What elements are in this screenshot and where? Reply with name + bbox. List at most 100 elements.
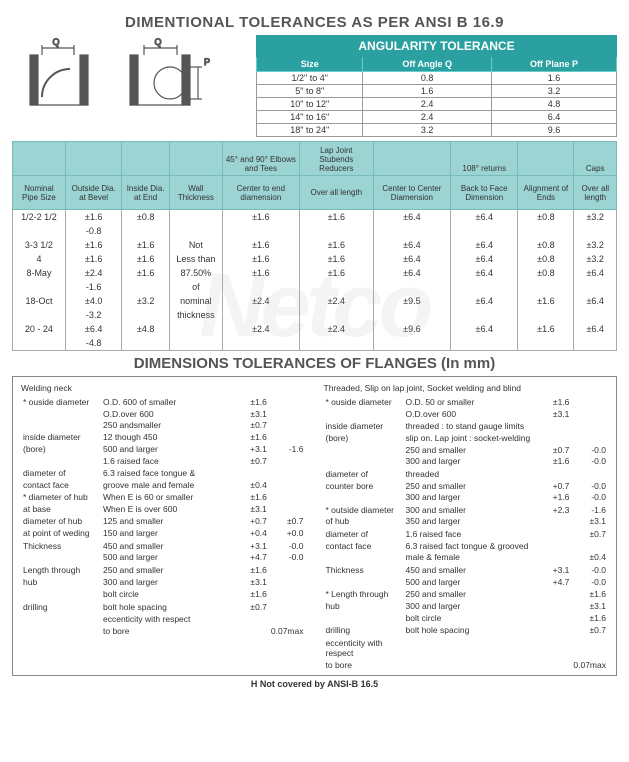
flange-cell: bolt hole spacing — [101, 601, 233, 613]
main-cell: ±1.6 — [65, 210, 121, 225]
flange-cell: 250 andsmaller — [101, 420, 233, 432]
flange-cell: ±3.1 — [535, 408, 571, 420]
main-header: Outside Dia. at Bevel — [65, 176, 121, 210]
flange-cell: bolt hole spacing — [404, 625, 536, 637]
main-cell — [222, 336, 299, 351]
flange-cell: slip on. Lap joint : socket-welding — [404, 433, 536, 445]
flange-cell — [233, 614, 269, 626]
main-cell — [518, 336, 574, 351]
flange-cell — [269, 492, 306, 504]
main-cell: ±1.6 — [518, 294, 574, 308]
main-cell — [574, 336, 617, 351]
flange-cell: 450 and smaller — [101, 540, 233, 552]
flange-cell — [571, 408, 608, 420]
main-cell — [518, 308, 574, 322]
flange-cell: -0.0 — [269, 540, 306, 552]
flange-cell: ±1.6 — [535, 397, 571, 409]
flange-cell — [571, 637, 608, 659]
flange-cell: -0.0 — [571, 480, 608, 492]
flange-cell — [21, 420, 101, 432]
main-cell: 87.50% — [169, 266, 222, 280]
flange-cell: ±3.1 — [233, 408, 269, 420]
flange-title: DIMENSIONS TOLERANCES OF FLANGES (In mm) — [12, 355, 617, 372]
main-cell: 4 — [13, 252, 66, 266]
main-cell: ±0.8 — [518, 238, 574, 252]
flange-cell: diameter of hub — [21, 516, 101, 528]
flange-cell: 250 and smaller — [101, 564, 233, 576]
flange-cell: of hub — [324, 516, 404, 528]
flange-cell: Thickness — [324, 564, 404, 576]
flange-right-col: Threaded, Slip on lap joint, Socket weld… — [324, 383, 609, 671]
main-cell — [299, 308, 373, 322]
flange-cell: ±1.6 — [535, 456, 571, 468]
flange-cell — [269, 420, 306, 432]
flange-cell: to bore — [101, 626, 233, 638]
main-cell — [373, 336, 450, 351]
flange-cell — [233, 467, 269, 479]
flange-cell: +4.7 — [233, 552, 269, 564]
ang-cell: 1.6 — [363, 85, 491, 98]
flange-cell: +0.0 — [269, 528, 306, 540]
flange-cell: (bore) — [21, 443, 101, 455]
flange-cell — [535, 468, 571, 480]
tolerance-diagram: Q Q P — [12, 35, 242, 115]
flange-left-col: Welding neck * ouside diameterO.D. 600 o… — [21, 383, 306, 671]
flange-cell — [535, 529, 571, 541]
main-cell — [13, 280, 66, 294]
flange-left-title: Welding neck — [21, 383, 306, 394]
flange-cell — [269, 408, 306, 420]
flange-cell: 300 and larger — [404, 456, 536, 468]
flange-cell: hub — [324, 600, 404, 612]
flange-cell: ±0.7 — [269, 516, 306, 528]
ang-hdr-size: Size — [257, 57, 363, 72]
flange-cell: 150 and larger — [101, 528, 233, 540]
ang-cell: 2.4 — [363, 111, 491, 124]
flange-cell — [535, 552, 571, 564]
flange-cell: +3.1 — [233, 540, 269, 552]
flange-cell — [535, 540, 571, 552]
flange-cell — [535, 659, 571, 671]
main-cell: ±6.4 — [574, 266, 617, 280]
flange-cell: ±1.6 — [233, 564, 269, 576]
flange-cell: inside diameter — [21, 432, 101, 444]
main-group — [518, 142, 574, 176]
flange-cell — [21, 408, 101, 420]
main-cell — [169, 322, 222, 336]
flange-cell: When E is over 600 — [101, 503, 233, 515]
main-cell: nominal — [169, 294, 222, 308]
flange-cell: 6.3 raised fact tongue & grooved — [404, 540, 536, 552]
main-cell: ±6.4 — [373, 266, 450, 280]
main-cell — [222, 308, 299, 322]
flange-cell: * Length through — [324, 589, 404, 601]
flange-cell — [21, 456, 101, 468]
flange-cell: 300 and larger — [404, 492, 536, 504]
main-cell — [13, 224, 66, 238]
ang-cell: 5" to 8" — [257, 85, 363, 98]
flange-cell: 350 and larger — [404, 516, 536, 528]
main-cell: -4.8 — [65, 336, 121, 351]
flange-cell — [269, 576, 306, 588]
flange-cell: O.D.over 600 — [101, 408, 233, 420]
flange-cell: Length through — [21, 564, 101, 576]
main-cell: ±3.2 — [122, 294, 170, 308]
flange-cell — [535, 637, 571, 659]
top-row: Q Q P ANGULARITY TOLERANCE Size Off Angl… — [12, 35, 617, 137]
main-cell — [451, 224, 518, 238]
ang-cell: 9.6 — [491, 124, 616, 137]
flange-cell: -0.0 — [571, 456, 608, 468]
main-cell: ±9.6 — [373, 322, 450, 336]
flange-cell: ±3.1 — [233, 576, 269, 588]
flange-cell — [324, 444, 404, 456]
flange-cell: ±1.6 — [233, 397, 269, 409]
flange-cell: 6.3 raised face tongue & — [101, 467, 233, 479]
main-cell — [13, 336, 66, 351]
ang-cell: 1.6 — [491, 72, 616, 85]
flange-cell: ±1.6 — [233, 589, 269, 601]
main-cell: ±6.4 — [373, 252, 450, 266]
main-cell: ±4.0 — [65, 294, 121, 308]
flange-cell: 300 and larger — [404, 600, 536, 612]
flange-cell: ±3.1 — [233, 503, 269, 515]
flange-cell: -1.6 — [269, 443, 306, 455]
flange-cell: eccenticity with respect — [101, 614, 233, 626]
main-cell: ±6.4 — [574, 322, 617, 336]
